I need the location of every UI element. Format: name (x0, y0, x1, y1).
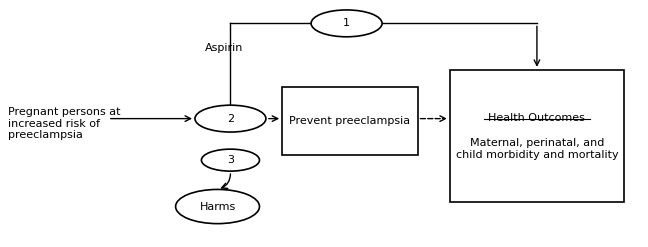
Circle shape (311, 10, 382, 37)
Text: Harms: Harms (200, 202, 236, 211)
Text: Prevent preeclampsia: Prevent preeclampsia (289, 116, 410, 126)
Text: Aspirin: Aspirin (205, 43, 243, 53)
Text: 1: 1 (343, 18, 350, 28)
Circle shape (195, 105, 266, 132)
Circle shape (202, 149, 259, 171)
Text: Health Outcomes: Health Outcomes (489, 113, 585, 123)
Text: Pregnant persons at
increased risk of
preeclampsia: Pregnant persons at increased risk of pr… (8, 107, 121, 140)
Ellipse shape (176, 189, 259, 224)
Text: Maternal, perinatal, and
child morbidity and mortality: Maternal, perinatal, and child morbidity… (456, 138, 618, 160)
FancyBboxPatch shape (450, 70, 624, 202)
Text: 2: 2 (227, 114, 234, 124)
FancyBboxPatch shape (282, 87, 417, 155)
Text: 3: 3 (227, 155, 234, 165)
